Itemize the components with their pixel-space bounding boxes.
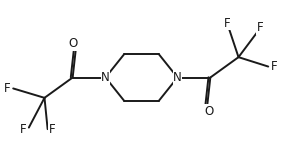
Text: F: F: [49, 123, 56, 136]
Text: F: F: [257, 21, 264, 34]
Text: N: N: [101, 71, 110, 84]
Text: F: F: [4, 82, 11, 95]
Text: F: F: [20, 123, 27, 136]
Text: F: F: [271, 60, 277, 73]
Text: F: F: [224, 17, 231, 30]
Text: O: O: [204, 105, 213, 118]
Text: O: O: [69, 37, 78, 50]
Text: N: N: [173, 71, 182, 84]
